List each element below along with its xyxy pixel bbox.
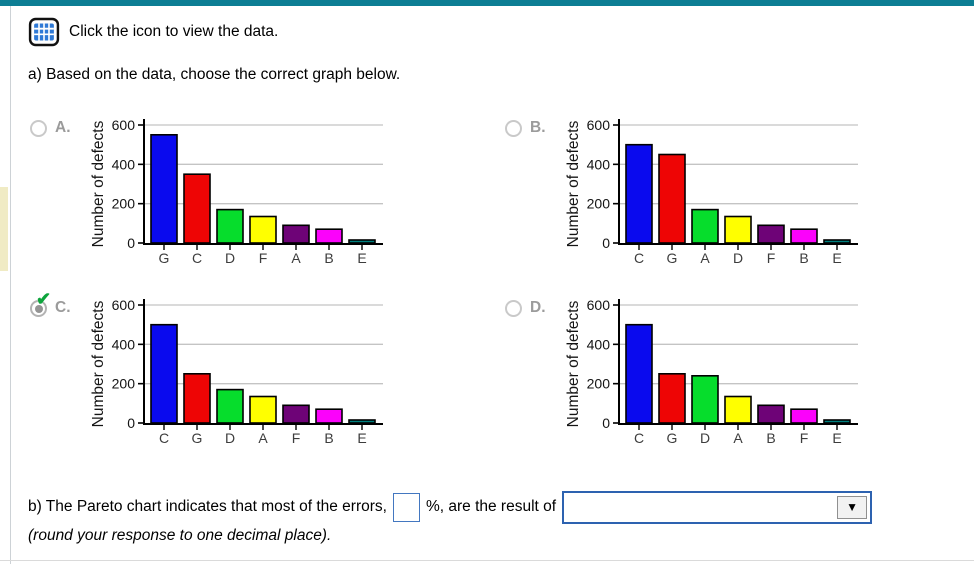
question-a-text: a) Based on the data, choose the correct… xyxy=(28,66,401,83)
radio-option-d[interactable]: ✔ D. xyxy=(503,298,555,322)
left-margin-highlight xyxy=(0,187,8,271)
radio-option-c[interactable]: ✔ C. xyxy=(28,289,80,322)
radio-option-b[interactable]: ✔ B. xyxy=(503,118,555,142)
svg-text:C: C xyxy=(192,250,202,266)
radio-circle[interactable] xyxy=(30,120,47,137)
svg-text:B: B xyxy=(324,250,333,266)
question-b-middle: %, are the result of xyxy=(425,498,557,515)
svg-text:Number of defects: Number of defects xyxy=(565,120,582,247)
svg-text:600: 600 xyxy=(587,297,611,313)
svg-text:0: 0 xyxy=(602,415,610,431)
left-margin-rule xyxy=(10,6,11,564)
svg-text:F: F xyxy=(800,430,809,446)
option-label: B. xyxy=(530,119,546,136)
svg-text:E: E xyxy=(832,430,841,446)
data-table-icon[interactable] xyxy=(28,16,60,48)
svg-text:G: G xyxy=(159,250,170,266)
svg-text:200: 200 xyxy=(112,196,136,212)
option-label: C. xyxy=(55,299,71,316)
svg-text:D: D xyxy=(225,250,235,266)
svg-text:A: A xyxy=(291,250,301,266)
svg-text:D: D xyxy=(225,430,235,446)
svg-text:600: 600 xyxy=(112,297,136,313)
pareto-chart-c: Number of defects 0 200 400 600 C G D A F B E xyxy=(84,295,388,470)
option-label: A. xyxy=(55,119,71,136)
radio-circle[interactable] xyxy=(505,120,522,137)
svg-text:0: 0 xyxy=(602,235,610,251)
svg-text:600: 600 xyxy=(112,117,136,133)
svg-text:C: C xyxy=(634,430,644,446)
svg-text:B: B xyxy=(799,250,808,266)
top-accent-bar xyxy=(0,0,974,6)
svg-text:Number of defects: Number of defects xyxy=(90,300,107,427)
svg-text:E: E xyxy=(357,250,366,266)
pareto-chart-d: Number of defects 0 200 400 600 C G D A B F E xyxy=(559,295,863,470)
dropdown-arrow-icon[interactable]: ▼ xyxy=(837,495,868,519)
option-label: D. xyxy=(530,299,546,316)
svg-text:200: 200 xyxy=(587,196,611,212)
rounding-note: (round your response to one decimal plac… xyxy=(28,527,332,544)
radio-circle[interactable] xyxy=(505,300,522,317)
svg-text:E: E xyxy=(832,250,841,266)
svg-text:400: 400 xyxy=(587,336,611,352)
answer-option-a: ✔ A. Number of defects 0 200 400 600 G C D F A B E xyxy=(28,115,398,290)
svg-text:D: D xyxy=(700,430,710,446)
answer-option-c: ✔ C. Number of defects 0 200 400 600 C G D A F B E xyxy=(28,289,398,470)
svg-text:200: 200 xyxy=(112,376,136,392)
svg-text:B: B xyxy=(766,430,775,446)
svg-text:400: 400 xyxy=(112,156,136,172)
percent-answer-input[interactable] xyxy=(392,492,420,522)
bottom-divider xyxy=(0,560,974,561)
svg-text:G: G xyxy=(192,430,203,446)
svg-text:C: C xyxy=(159,430,169,446)
svg-text:F: F xyxy=(292,430,301,446)
svg-text:B: B xyxy=(324,430,333,446)
radio-option-a[interactable]: ✔ A. xyxy=(28,118,80,142)
result-of-dropdown[interactable]: ▼ xyxy=(562,490,873,524)
svg-text:F: F xyxy=(259,250,268,266)
svg-text:0: 0 xyxy=(127,415,135,431)
svg-text:200: 200 xyxy=(587,376,611,392)
svg-text:400: 400 xyxy=(112,336,136,352)
radio-circle[interactable] xyxy=(30,300,47,317)
question-b-row: b) The Pareto chart indicates that most … xyxy=(28,489,873,525)
pareto-chart-a: Number of defects 0 200 400 600 G C D F A B E xyxy=(84,115,388,290)
svg-text:Number of defects: Number of defects xyxy=(565,300,582,427)
answer-option-d: ✔ D. Number of defects 0 200 400 600 C G D A B F E xyxy=(503,295,873,470)
answer-option-b: ✔ B. Number of defects 0 200 400 600 C G A D F B E xyxy=(503,115,873,290)
view-data-instruction: Click the icon to view the data. xyxy=(69,23,279,40)
pareto-chart-b: Number of defects 0 200 400 600 C G A D F B E xyxy=(559,115,863,290)
svg-text:G: G xyxy=(667,250,678,266)
svg-text:600: 600 xyxy=(587,117,611,133)
svg-text:F: F xyxy=(767,250,776,266)
svg-text:A: A xyxy=(733,430,743,446)
svg-text:A: A xyxy=(258,430,268,446)
svg-text:Number of defects: Number of defects xyxy=(90,120,107,247)
svg-text:G: G xyxy=(667,430,678,446)
svg-text:A: A xyxy=(700,250,710,266)
data-icon-row: Click the icon to view the data. xyxy=(28,16,278,48)
question-b-prefix: b) The Pareto chart indicates that most … xyxy=(28,498,387,515)
svg-text:400: 400 xyxy=(587,156,611,172)
svg-text:D: D xyxy=(733,250,743,266)
svg-text:0: 0 xyxy=(127,235,135,251)
svg-text:C: C xyxy=(634,250,644,266)
svg-text:E: E xyxy=(357,430,366,446)
